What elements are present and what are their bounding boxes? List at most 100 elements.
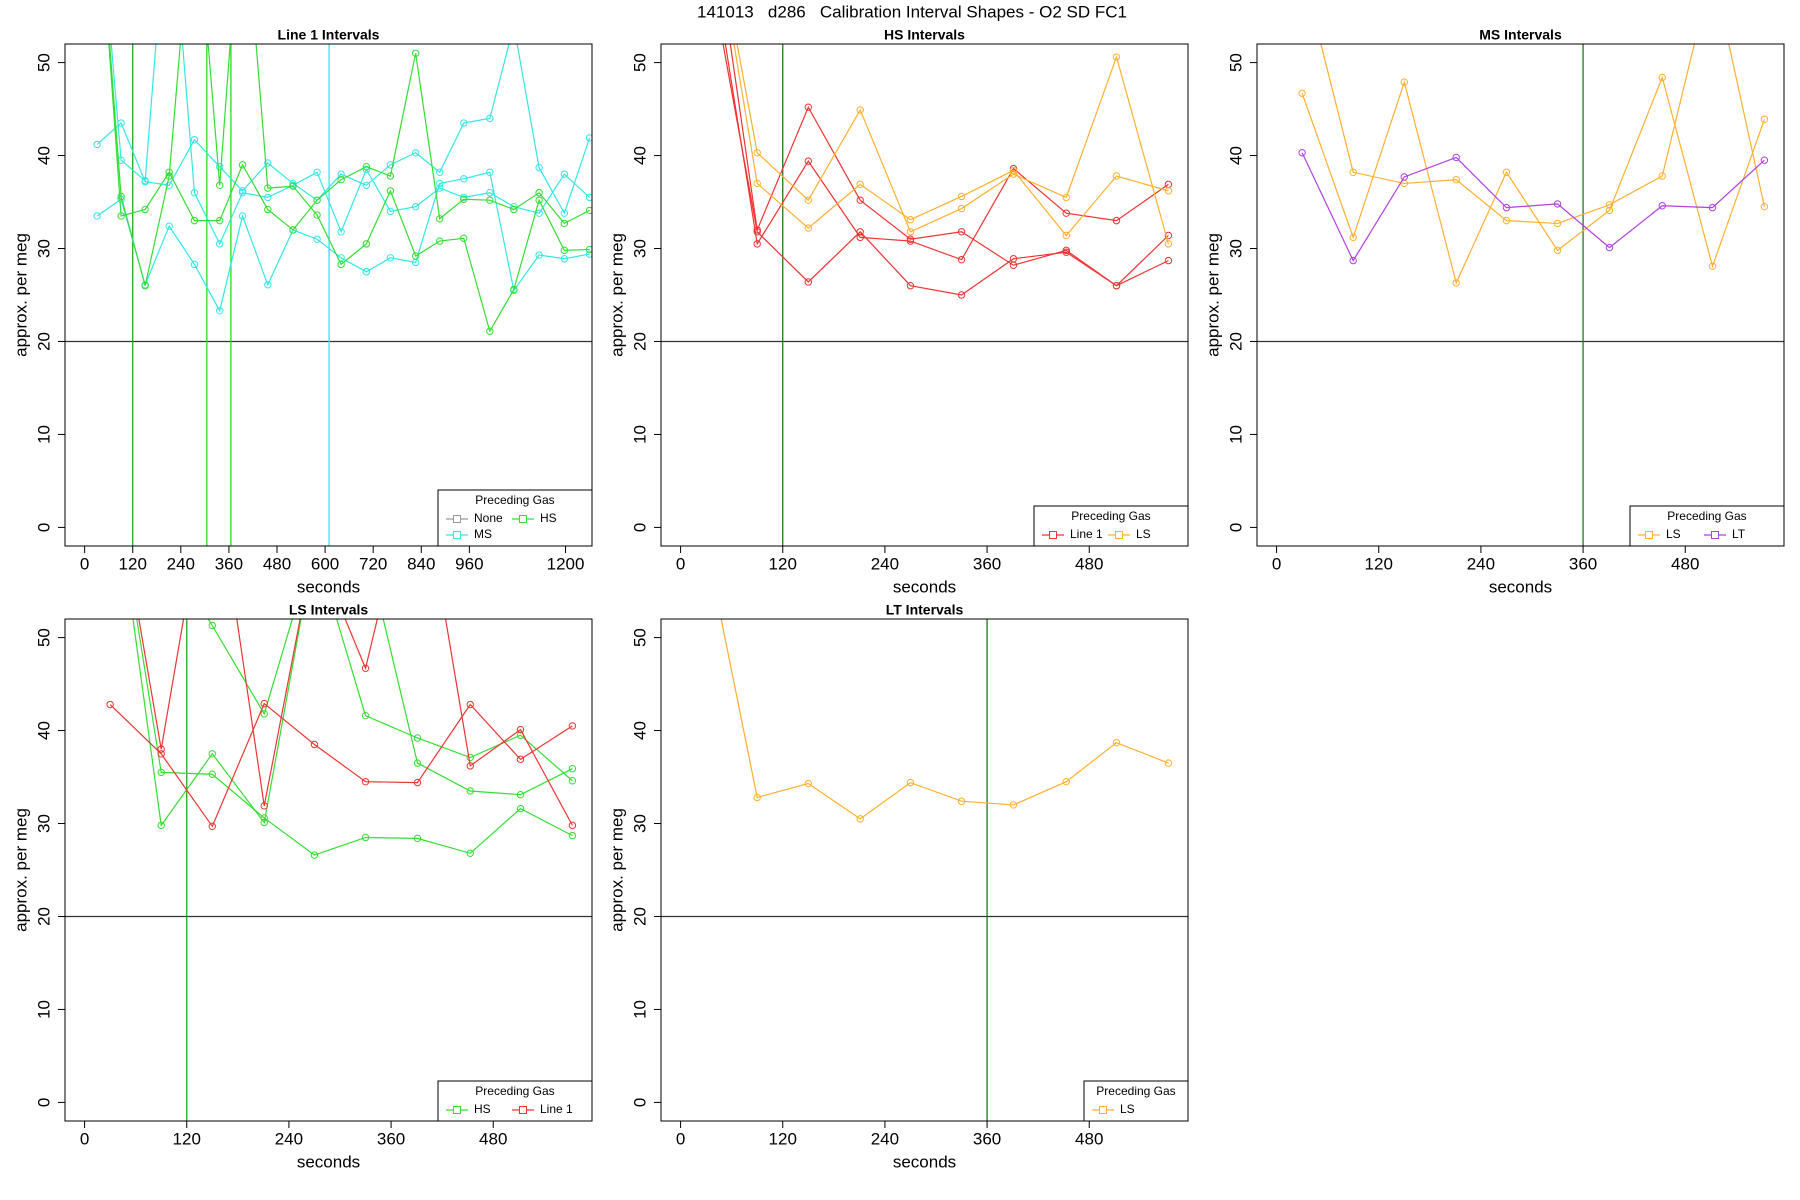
panel-title: HS Intervals [884, 27, 965, 43]
data-point [289, 226, 297, 234]
data-point [1400, 78, 1408, 86]
plot-area [1257, 44, 1784, 546]
series-line [110, 44, 591, 246]
data-point [1062, 248, 1070, 256]
x-tick-label: 120 [769, 554, 797, 573]
data-point [1553, 246, 1562, 255]
data-point [1502, 168, 1511, 176]
legend-symbol [1049, 531, 1057, 539]
x-tick-label: 1200 [547, 554, 585, 573]
data-point [157, 750, 165, 758]
data-point [804, 196, 812, 204]
y-tick-label: 40 [34, 721, 53, 740]
data-point [436, 179, 444, 188]
y-tick-label: 40 [34, 146, 53, 165]
data-point [1009, 801, 1018, 809]
data-point [260, 818, 268, 827]
panel-title: MS Intervals [1479, 27, 1562, 43]
data-point [264, 159, 272, 167]
x-axis-label: seconds [297, 1152, 360, 1171]
data-point [1658, 73, 1666, 82]
data-point [957, 291, 966, 299]
panel: LT Intervals seconds approx. per meg 0 120 24… [607, 602, 1189, 1171]
x-axis-label: seconds [1489, 577, 1552, 596]
data-point [560, 255, 569, 263]
data-point [93, 140, 101, 149]
legend-symbol [1645, 531, 1653, 539]
data-point [107, 448, 113, 454]
data-point [906, 778, 915, 787]
data-point [208, 822, 216, 831]
y-tick-label: 20 [630, 907, 649, 926]
y-tick-label: 20 [1226, 332, 1245, 351]
data-point [1605, 206, 1614, 215]
y-axis-label: approx. per meg [11, 808, 30, 932]
data-point [310, 740, 319, 749]
data-point [311, 541, 317, 547]
data-point [313, 235, 321, 243]
data-point [362, 181, 371, 190]
data-point [386, 207, 395, 216]
data-point [957, 204, 966, 213]
legend-symbol [519, 1106, 527, 1114]
data-point [460, 119, 468, 127]
data-point [413, 734, 422, 742]
data-point [1708, 203, 1717, 212]
data-point [585, 245, 592, 254]
x-tick-label: 720 [359, 554, 387, 573]
data-point [568, 722, 577, 730]
data-point [361, 777, 370, 786]
data-point [510, 285, 518, 294]
data-point [361, 833, 370, 842]
legend-label: HS [540, 511, 557, 525]
data-point [804, 103, 812, 111]
data-point [337, 170, 345, 178]
y-tick-label: 0 [630, 523, 649, 532]
x-tick-label: 600 [311, 554, 339, 573]
data-point [386, 254, 395, 262]
y-tick-label: 20 [34, 907, 53, 926]
data-point [190, 260, 199, 269]
data-point [311, 541, 317, 547]
data-point [906, 282, 915, 290]
data-point [157, 745, 165, 753]
data-point [264, 281, 272, 289]
data-point [264, 184, 272, 192]
data-point [1112, 216, 1121, 225]
data-point [1112, 738, 1121, 747]
legend-label: Line 1 [540, 1102, 573, 1116]
y-tick-label: 0 [1226, 523, 1245, 532]
data-point [141, 176, 149, 185]
y-tick-label: 10 [34, 425, 53, 444]
plot-area [661, 619, 1188, 1121]
x-tick-label: 240 [167, 554, 195, 573]
data-point [585, 250, 592, 258]
legend-label: LS [1120, 1102, 1135, 1116]
data-point [856, 815, 864, 823]
data-point [1062, 193, 1070, 202]
data-point [1553, 200, 1562, 208]
data-point [1349, 168, 1357, 176]
legend-label: LT [1732, 527, 1746, 541]
legend-symbol [1099, 1106, 1107, 1114]
data-point [190, 189, 199, 197]
data-point [386, 172, 395, 180]
data-point [260, 699, 268, 708]
data-point [516, 725, 525, 734]
data-point [411, 49, 420, 57]
data-point [107, 448, 113, 454]
legend-title: Preceding Gas [475, 493, 554, 507]
data-point [238, 189, 247, 197]
y-tick-label: 50 [34, 53, 53, 72]
x-tick-label: 240 [871, 554, 899, 573]
x-tick-label: 120 [769, 1129, 797, 1148]
data-point [1349, 233, 1357, 242]
data-point [856, 228, 864, 236]
plot-frame [1256, 43, 1785, 547]
y-tick-label: 20 [34, 332, 53, 351]
data-point [215, 240, 224, 248]
data-point [310, 851, 319, 859]
y-tick-label: 40 [630, 721, 649, 740]
data-point [413, 778, 422, 787]
